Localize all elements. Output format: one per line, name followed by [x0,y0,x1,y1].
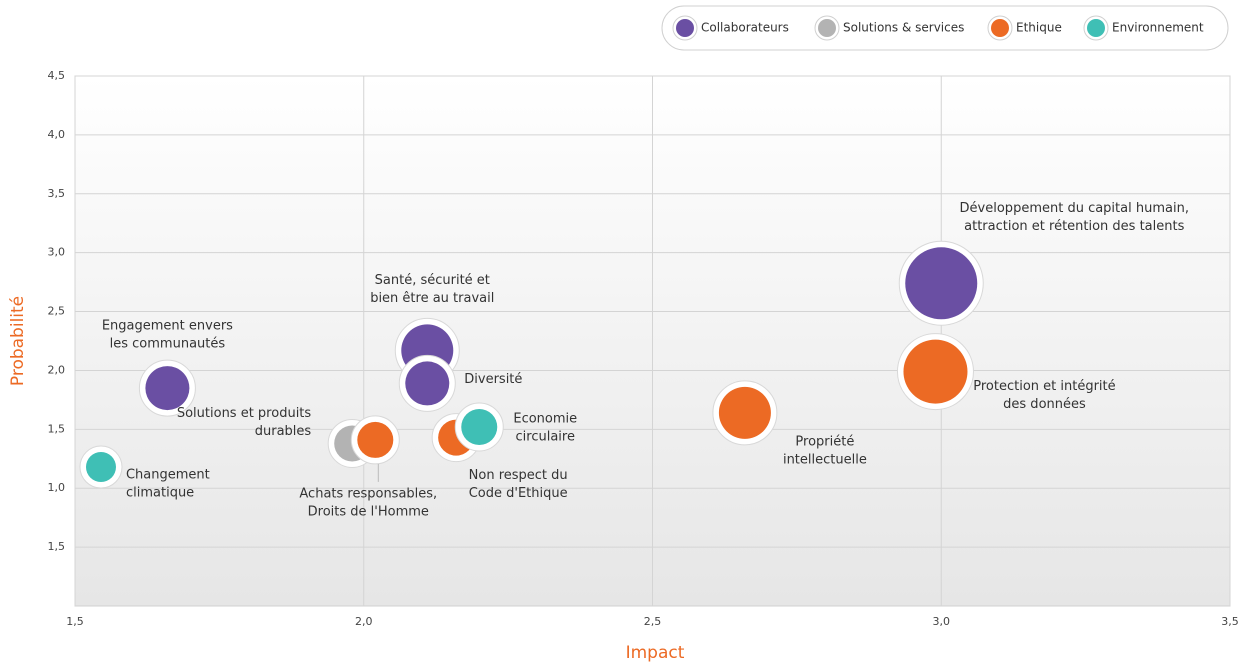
bubble [405,361,450,406]
bubble-label: bien être au travail [370,291,494,306]
bubble [718,386,771,439]
bubble-label: Achats responsables, [299,486,437,501]
x-tick-label: 3,0 [933,615,951,628]
legend-label: Ethique [1016,21,1062,35]
y-tick-label: 1,0 [48,481,66,494]
x-tick-label: 1,5 [66,615,84,628]
y-tick-label: 2,5 [48,305,66,318]
bubble-label: Code d'Ethique [469,486,568,501]
legend-marker [991,19,1009,37]
legend-marker [1087,19,1105,37]
bubble-label: Engagement envers [102,319,233,334]
bubble-label: climatique [126,486,194,501]
bubble [461,408,498,445]
bubble-label: Protection et intégrité [973,379,1115,394]
bubble-label: Diversité [464,372,522,387]
bubble-label: intellectuelle [783,452,867,467]
x-tick-label: 2,0 [355,615,373,628]
y-tick-label: 1,5 [48,422,66,435]
y-tick-label: 4,0 [48,128,66,141]
bubble-label: Economie [513,411,577,426]
bubble-label: Propriété [795,434,854,449]
bubble [357,421,394,458]
y-axis-title: Probabilité [8,296,28,386]
bubble [905,247,978,320]
bubble-label: attraction et rétention des talents [964,219,1184,234]
bubble-label: des données [1003,397,1086,412]
y-tick-label: 3,0 [48,246,66,259]
legend-label: Collaborateurs [701,21,789,35]
bubble-label: durables [255,424,312,439]
y-tick-label: 3,5 [48,187,66,200]
bubble [85,452,116,483]
x-axis-title: Impact [626,643,685,663]
legend-marker [676,19,694,37]
bubble-label: les communautés [110,337,226,352]
y-tick-label: 2,0 [48,363,66,376]
y-tick-label: 1,5 [48,540,66,553]
legend [661,5,1229,51]
legend-label: Solutions & services [843,21,964,35]
bubble-label: Non respect du [469,468,568,483]
bubble-label: Solutions et produits [177,406,312,421]
bubble-label: circulaire [516,429,575,444]
bubble [145,366,190,411]
bubble-label: Santé, sécurité et [375,273,490,288]
x-tick-label: 3,5 [1221,615,1239,628]
bubble-label: Changement [126,468,210,483]
bubble-label: Droits de l'Homme [308,504,429,519]
y-tick-label: 4,5 [48,69,66,82]
x-tick-label: 2,5 [644,615,662,628]
legend-marker [818,19,836,37]
legend-label: Environnement [1112,21,1204,35]
bubble-label: Développement du capital humain, [960,201,1189,216]
bubble [903,339,968,404]
